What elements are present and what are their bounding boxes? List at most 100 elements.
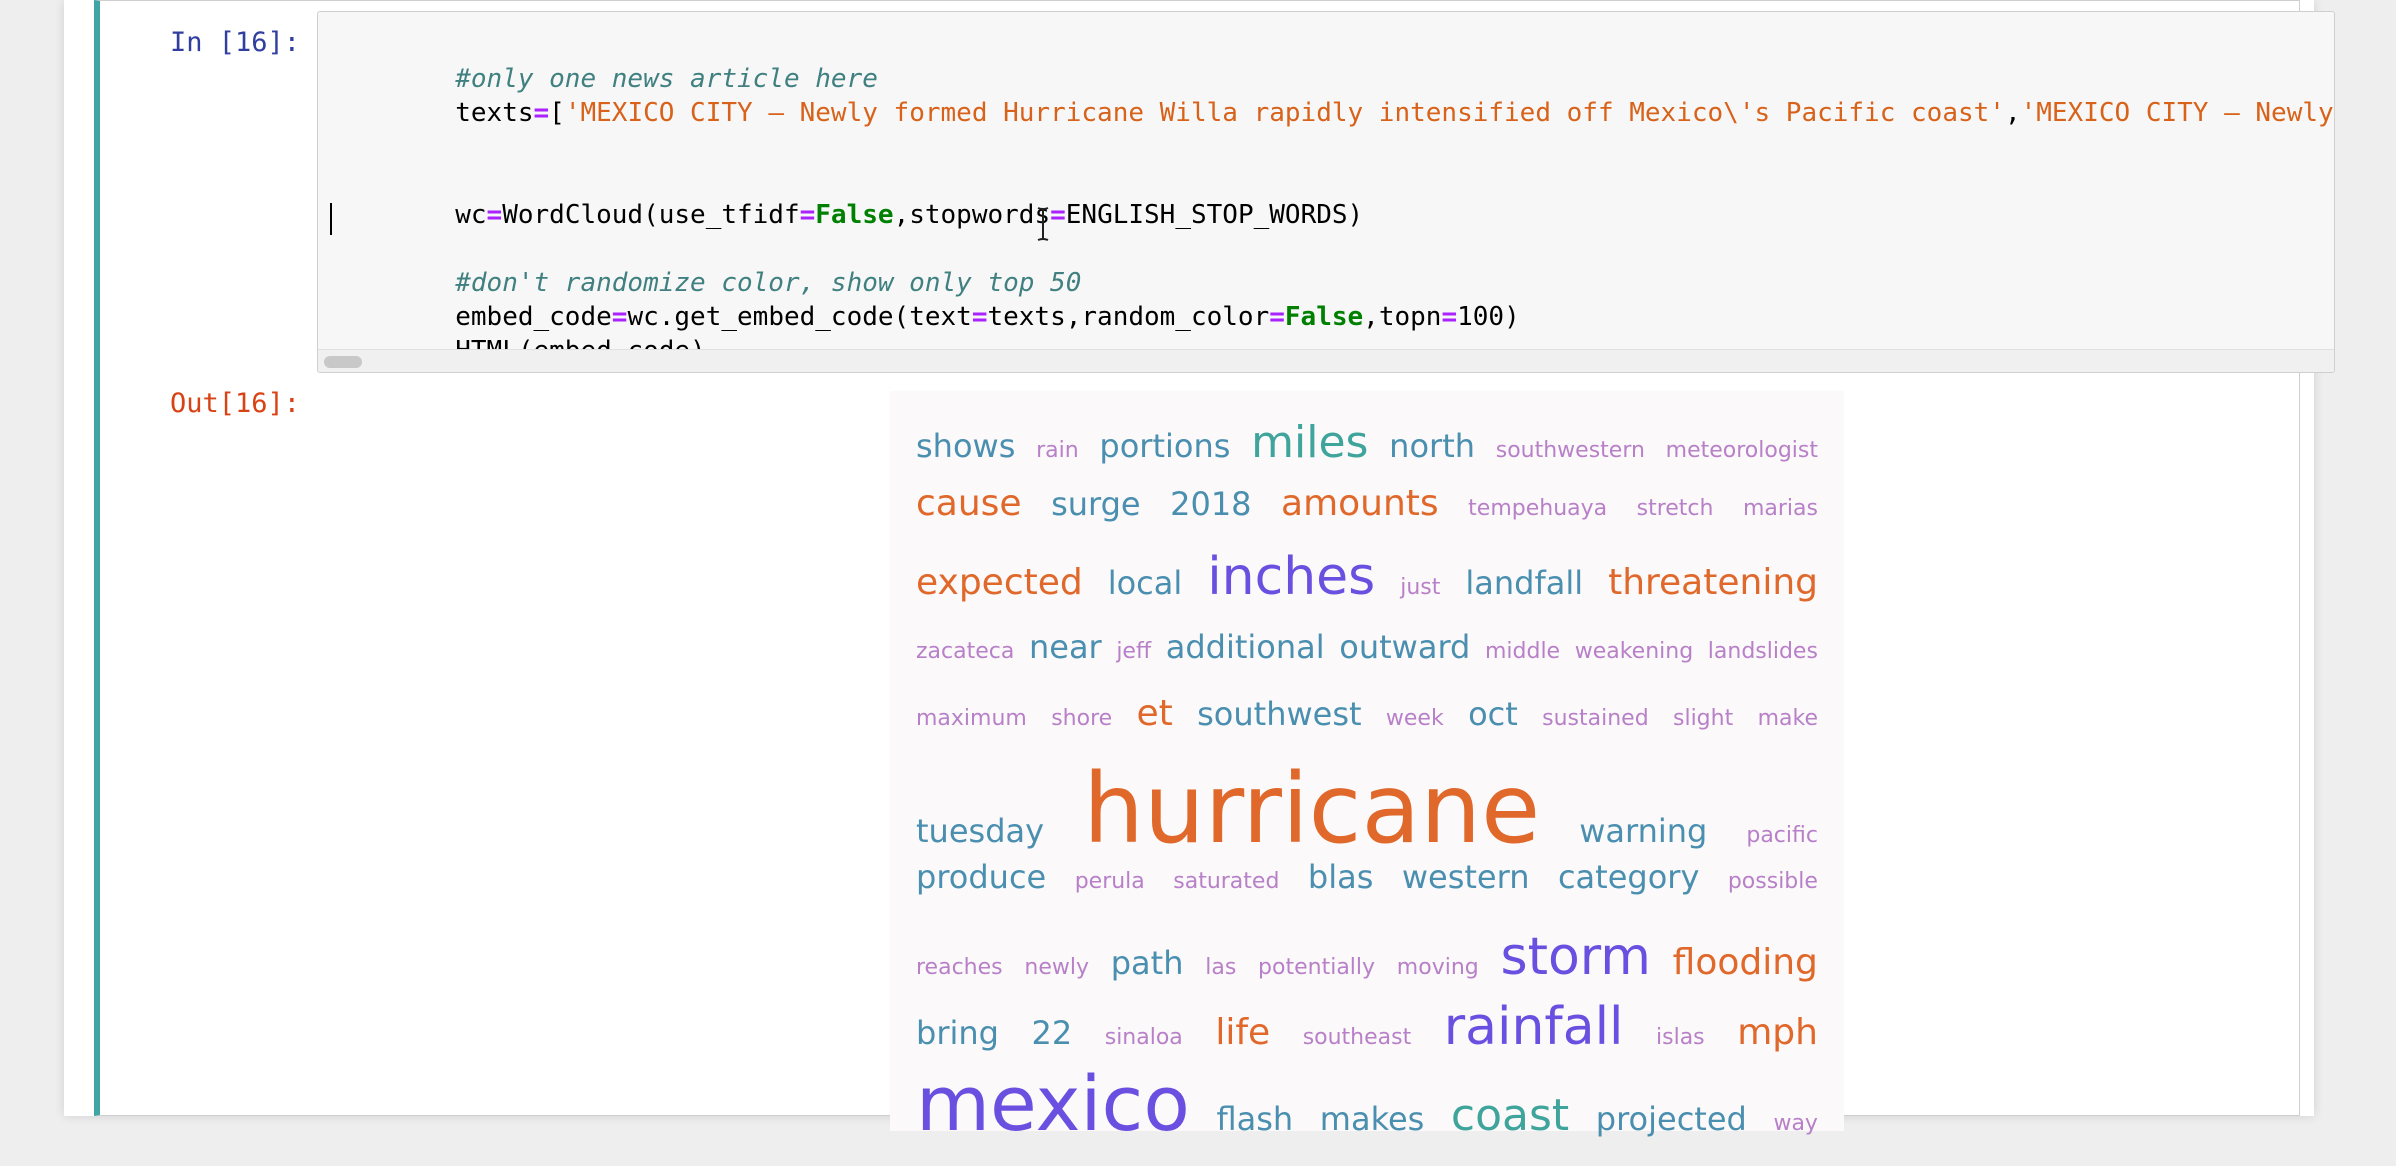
- code-operator: =: [1269, 302, 1285, 332]
- word-cloud-word: bring: [916, 1014, 999, 1052]
- word-cloud-word: rainfall: [1443, 997, 1624, 1057]
- code-token: wc.get_embed_code(text: [627, 302, 972, 332]
- word-cloud-word: southeast: [1302, 1025, 1412, 1050]
- word-cloud-word: just: [1400, 575, 1441, 600]
- word-cloud-row: tuesday hurricane warning pacific: [890, 761, 1844, 861]
- word-cloud-word: week: [1385, 706, 1444, 731]
- code-line-8[interactable]: embed_code=wc.get_embed_code(text=texts,…: [330, 266, 1520, 368]
- code-token: ,topn: [1363, 302, 1442, 332]
- code-line-1[interactable]: #only one news article here: [330, 28, 878, 130]
- word-cloud-word: storm: [1500, 927, 1651, 987]
- notebook-page: In [16]: #only one news article here tex…: [64, 0, 2335, 1142]
- word-cloud-word: warning: [1579, 812, 1708, 850]
- word-cloud-word: additional: [1165, 628, 1325, 666]
- code-keyword: False: [1284, 302, 1364, 332]
- word-cloud-row: cause surge 2018 amounts tempehuaya stretch ma…: [890, 486, 1844, 544]
- word-cloud-word: inches: [1207, 547, 1376, 607]
- word-cloud-word: blas: [1307, 858, 1374, 896]
- word-cloud-word: threatening: [1608, 562, 1818, 603]
- word-cloud-row: zacateca near jeff additional outward middle w…: [890, 631, 1844, 689]
- word-cloud-word: shore: [1051, 706, 1113, 731]
- word-cloud-word: marias: [1742, 496, 1818, 521]
- word-cloud-word: perula: [1074, 869, 1145, 894]
- word-cloud-row: bring 22 sinaloa life southeast rainfall islas…: [890, 1001, 1844, 1079]
- word-cloud-row: reaches newly path las potentially moving stor…: [890, 931, 1844, 1009]
- code-token: WordCloud(use_tfidf: [502, 200, 800, 230]
- code-token: ,: [2004, 98, 2021, 128]
- code-token: wc: [455, 200, 487, 230]
- word-cloud-word: meteorologist: [1665, 438, 1818, 463]
- word-cloud-word: newly: [1024, 955, 1089, 980]
- word-cloud-word: saturated: [1173, 869, 1280, 894]
- code-token: embed_code: [455, 302, 612, 332]
- word-cloud-word: reaches: [916, 955, 1003, 980]
- word-cloud-word: miles: [1251, 417, 1369, 468]
- horizontal-scrollbar[interactable]: [318, 349, 2334, 372]
- word-cloud-word: stretch: [1636, 496, 1714, 521]
- word-cloud-word: makes: [1319, 1100, 1425, 1138]
- word-cloud-word: oct: [1468, 695, 1518, 733]
- word-cloud-word: local: [1107, 564, 1183, 602]
- word-cloud-word: 22: [1031, 1014, 1073, 1052]
- word-cloud-word: shows: [916, 427, 1016, 465]
- word-cloud-word: near: [1028, 628, 1102, 666]
- word-cloud-word: southwestern: [1495, 438, 1645, 463]
- word-cloud-word: mph: [1737, 1012, 1818, 1053]
- word-cloud-word: way: [1773, 1111, 1818, 1136]
- code-operator: =: [1050, 200, 1066, 230]
- word-cloud-word: moving: [1396, 955, 1479, 980]
- scrollbar-thumb[interactable]: [324, 356, 362, 368]
- word-cloud-word: southwest: [1197, 695, 1362, 733]
- word-cloud-word: possible: [1727, 869, 1818, 894]
- code-token: texts: [455, 98, 534, 128]
- input-prompt: In [16]:: [169, 27, 300, 58]
- word-cloud-word: category: [1557, 858, 1700, 896]
- word-cloud-word: western: [1401, 858, 1530, 896]
- code-line-7[interactable]: #don't randomize color, show only top 50: [330, 232, 1081, 334]
- word-cloud-row: maximum shore et southwest week oct sustained s…: [890, 696, 1844, 754]
- code-editor[interactable]: #only one news article here texts=['MEXI…: [317, 11, 2335, 373]
- code-operator: =: [486, 200, 503, 230]
- word-cloud-word: portions: [1099, 427, 1231, 465]
- word-cloud-word: north: [1389, 427, 1476, 465]
- word-cloud: shows rain portions miles north southwestern m…: [890, 391, 1844, 1142]
- code-operator: =: [611, 302, 628, 332]
- code-line-5[interactable]: wc=WordCloud(use_tfidf=False,stopwords=E…: [330, 164, 1363, 266]
- code-token: 100): [1457, 302, 1520, 332]
- word-cloud-word: 2018: [1170, 485, 1252, 523]
- word-cloud-word: produce: [916, 858, 1047, 896]
- word-cloud-word: sustained: [1542, 706, 1649, 731]
- word-cloud-row: shows rain portions miles north southwestern m…: [890, 421, 1844, 479]
- word-cloud-word: tuesday: [916, 812, 1045, 850]
- code-line-2[interactable]: texts=[ 'MEXICO CITY — Newly formed Hurri…: [330, 62, 2334, 164]
- word-cloud-word: hurricane: [1083, 753, 1541, 865]
- word-cloud-word: path: [1110, 944, 1184, 982]
- word-cloud-word: flooding: [1672, 942, 1818, 983]
- code-cell[interactable]: In [16]: #only one news article here tex…: [94, 0, 2335, 1142]
- word-cloud-word: surge: [1051, 485, 1141, 523]
- word-cloud-word: et: [1136, 693, 1173, 734]
- ibeam-cursor-icon: [1037, 207, 1049, 241]
- word-cloud-word: projected: [1595, 1100, 1747, 1138]
- code-operator: =: [533, 98, 550, 128]
- word-cloud-word: life: [1215, 1012, 1271, 1053]
- code-string: 'MEXICO CITY — Newly formed Hurricane Wi…: [2020, 98, 2334, 128]
- code-token: [: [549, 98, 565, 128]
- code-operator: =: [971, 302, 988, 332]
- output-prompt: Out[16]:: [169, 388, 300, 419]
- word-cloud-word: potentially: [1258, 955, 1376, 980]
- word-cloud-word: outward: [1339, 628, 1471, 666]
- word-cloud-word: jeff: [1116, 639, 1152, 664]
- word-cloud-word: zacateca: [916, 639, 1015, 664]
- word-cloud-word: landslides: [1707, 639, 1818, 664]
- word-cloud-word: coast: [1450, 1090, 1570, 1141]
- word-cloud-row: mexico flash makes coast projected way: [890, 1066, 1844, 1166]
- word-cloud-word: make: [1757, 706, 1818, 731]
- word-cloud-word: tempehuaya: [1468, 496, 1608, 521]
- word-cloud-word: amounts: [1281, 483, 1439, 524]
- word-cloud-word: pacific: [1746, 823, 1818, 848]
- code-operator: =: [1441, 302, 1458, 332]
- word-cloud-word: expected: [916, 562, 1083, 603]
- word-cloud-word: cause: [916, 483, 1022, 524]
- word-cloud-word: landfall: [1465, 564, 1584, 602]
